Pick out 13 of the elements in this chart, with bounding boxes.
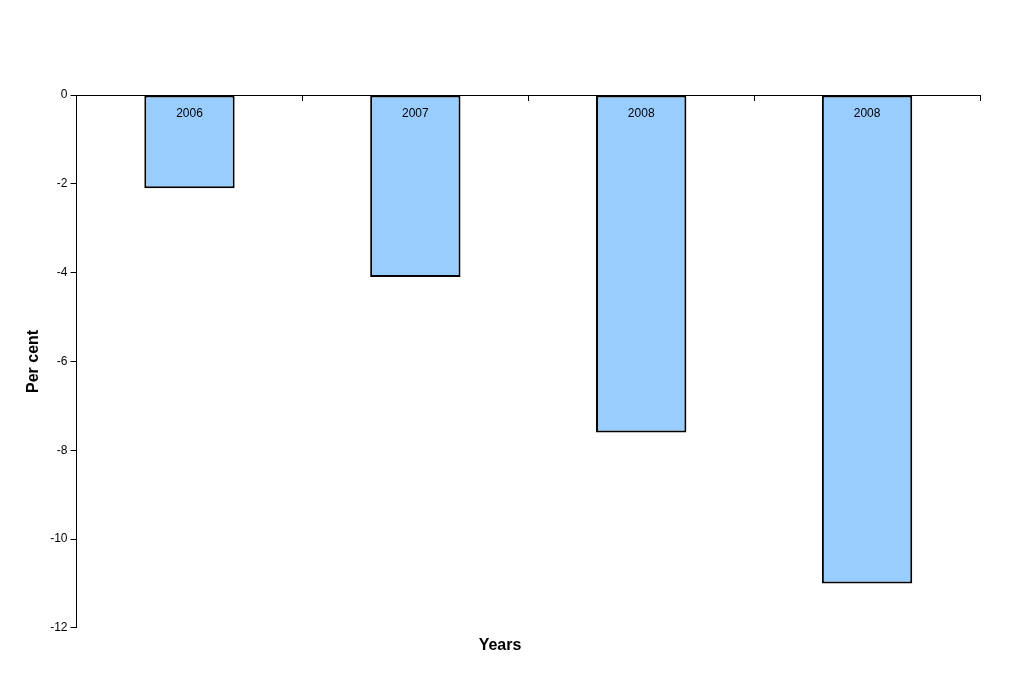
y-tick-label: -10 [50, 531, 68, 546]
y-tick-label: -6 [56, 353, 68, 368]
y-tick-label: -4 [56, 264, 68, 279]
y-tick-label: -2 [56, 176, 68, 191]
x-axis-title: Years [478, 635, 522, 653]
x-tick-label: 2007 [401, 105, 430, 120]
x-tick-label: 2006 [176, 105, 204, 120]
y-tick-label: 0 [60, 87, 68, 102]
y-tick-label: -12 [50, 620, 68, 635]
y-axis-title: Per cent [24, 329, 42, 393]
x-tick-label: 2008 [853, 105, 881, 120]
x-tick-label: 2008 [627, 105, 655, 120]
y-tick-label: -8 [56, 442, 68, 457]
